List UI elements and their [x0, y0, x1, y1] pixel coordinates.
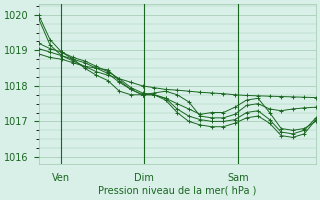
X-axis label: Pression niveau de la mer( hPa ): Pression niveau de la mer( hPa ): [98, 186, 256, 196]
